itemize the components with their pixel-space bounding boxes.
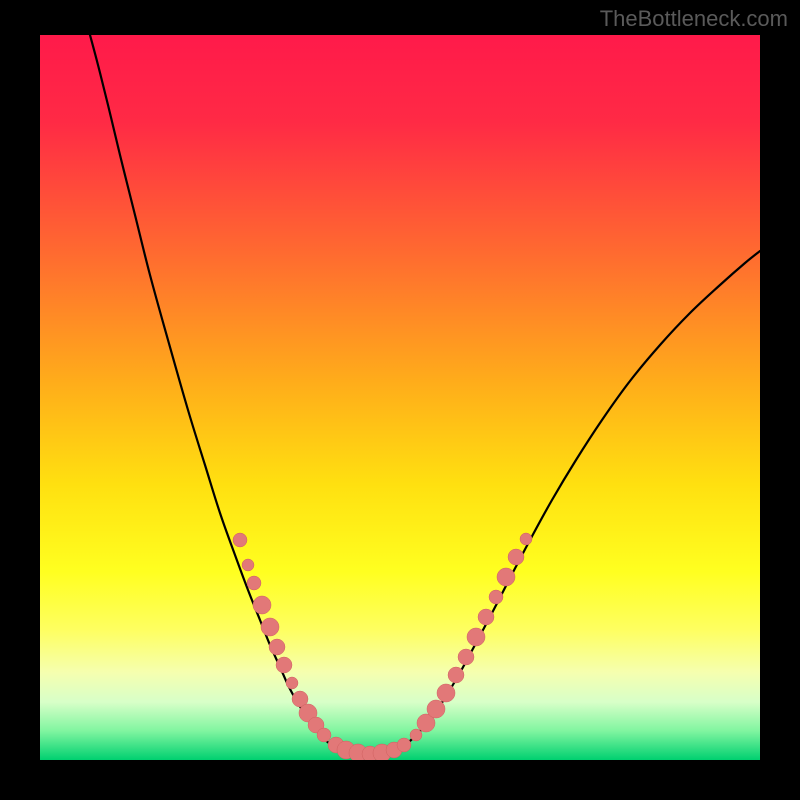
data-marker	[233, 533, 247, 547]
watermark-text: TheBottleneck.com	[600, 6, 788, 32]
chart-container: TheBottleneck.com	[0, 0, 800, 800]
bottleneck-chart	[40, 35, 760, 760]
data-marker	[448, 667, 464, 683]
data-marker	[458, 649, 474, 665]
plot-area	[40, 35, 760, 760]
data-marker	[497, 568, 515, 586]
data-marker	[467, 628, 485, 646]
data-marker	[508, 549, 524, 565]
data-marker	[247, 576, 261, 590]
data-marker	[269, 639, 285, 655]
data-marker	[427, 700, 445, 718]
data-marker	[397, 738, 411, 752]
gradient-background	[40, 35, 760, 760]
data-marker	[520, 533, 532, 545]
data-marker	[489, 590, 503, 604]
data-marker	[261, 618, 279, 636]
data-marker	[276, 657, 292, 673]
data-marker	[410, 729, 422, 741]
data-marker	[286, 677, 298, 689]
data-marker	[478, 609, 494, 625]
data-marker	[317, 728, 331, 742]
data-marker	[253, 596, 271, 614]
data-marker	[242, 559, 254, 571]
data-marker	[437, 684, 455, 702]
